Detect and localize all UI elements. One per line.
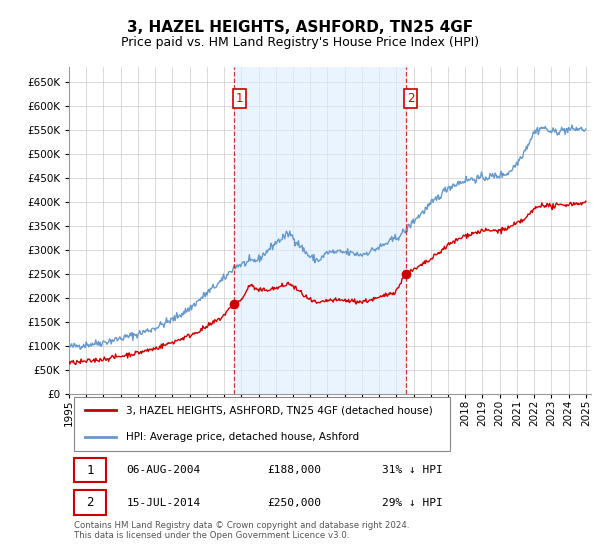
Text: 1: 1 xyxy=(86,464,94,477)
Text: 2: 2 xyxy=(86,496,94,509)
Text: HPI: Average price, detached house, Ashford: HPI: Average price, detached house, Ashf… xyxy=(127,432,359,442)
FancyBboxPatch shape xyxy=(74,491,106,515)
Text: 3, HAZEL HEIGHTS, ASHFORD, TN25 4GF: 3, HAZEL HEIGHTS, ASHFORD, TN25 4GF xyxy=(127,20,473,35)
Text: £188,000: £188,000 xyxy=(268,465,322,475)
Text: 1: 1 xyxy=(236,92,244,105)
Text: Price paid vs. HM Land Registry's House Price Index (HPI): Price paid vs. HM Land Registry's House … xyxy=(121,36,479,49)
FancyBboxPatch shape xyxy=(74,458,106,483)
Bar xyxy=(235,67,406,394)
FancyBboxPatch shape xyxy=(74,397,450,451)
Text: 06-AUG-2004: 06-AUG-2004 xyxy=(127,465,200,475)
Text: 31% ↓ HPI: 31% ↓ HPI xyxy=(382,465,443,475)
Text: 2: 2 xyxy=(407,92,415,105)
Text: 3, HAZEL HEIGHTS, ASHFORD, TN25 4GF (detached house): 3, HAZEL HEIGHTS, ASHFORD, TN25 4GF (det… xyxy=(127,405,433,416)
Text: 15-JUL-2014: 15-JUL-2014 xyxy=(127,498,200,508)
Text: Contains HM Land Registry data © Crown copyright and database right 2024.
This d: Contains HM Land Registry data © Crown c… xyxy=(74,521,410,540)
Text: 29% ↓ HPI: 29% ↓ HPI xyxy=(382,498,443,508)
Text: £250,000: £250,000 xyxy=(268,498,322,508)
